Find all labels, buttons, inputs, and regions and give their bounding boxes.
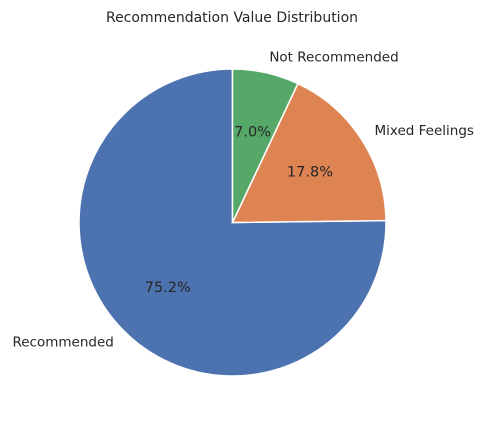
pct-label-not-recommended: 7.0% (234, 125, 271, 141)
chart-title: Recommendation Value Distribution (106, 10, 358, 26)
slice-label-not-recommended: Not Recommended (269, 50, 398, 66)
pct-label-mixed-feelings: 17.8% (287, 165, 333, 181)
slices-group (79, 69, 386, 376)
pct-label-recommended: 75.2% (145, 280, 191, 296)
slice-label-mixed-feelings: Mixed Feelings (374, 123, 473, 139)
slice-label-recommended: Recommended (12, 335, 113, 351)
